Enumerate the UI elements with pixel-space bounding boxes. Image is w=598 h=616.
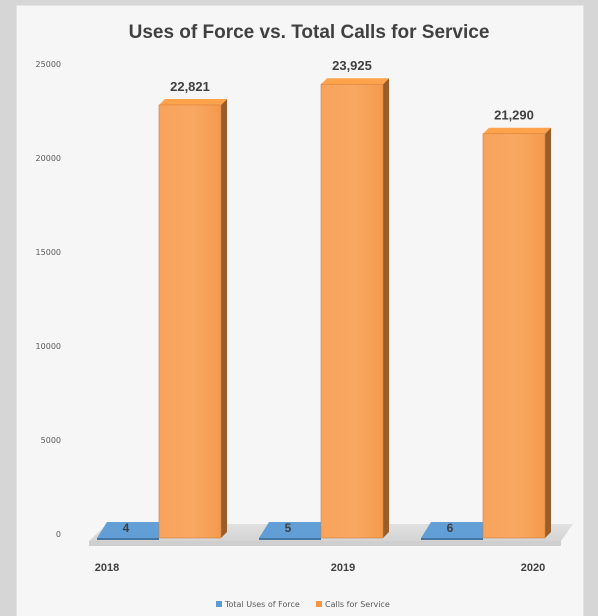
bar-total-uses-of-force <box>259 522 329 538</box>
y-tick-label: 15000 <box>36 248 61 257</box>
bar-calls-for-service-top <box>159 98 227 105</box>
x-category-label: 2019 <box>331 562 355 574</box>
chart-svg: Uses of Force vs. Total Calls for Servic… <box>36 22 573 609</box>
legend-swatch <box>216 601 222 607</box>
y-axis-ticks: 0 5000 10000 15000 20000 25000 <box>36 60 61 539</box>
bar-calls-for-service <box>482 133 546 539</box>
data-label-uses-of-force: 6 <box>447 521 454 535</box>
bar-calls-for-service-side <box>545 127 551 539</box>
data-label-uses-of-force: 5 <box>285 521 292 535</box>
chart-title: Uses of Force vs. Total Calls for Servic… <box>129 22 490 43</box>
bar-calls-for-service-top <box>483 127 551 134</box>
legend: Total Uses of Force Calls for Service <box>216 600 390 609</box>
bar-calls-for-service <box>320 83 384 539</box>
legend-swatch <box>316 601 322 607</box>
data-label-calls-for-service: 22,821 <box>170 79 210 94</box>
floor-edge <box>89 541 561 546</box>
bar-total-uses-of-force-edge <box>421 538 483 540</box>
bar-calls-for-service-side <box>383 78 389 539</box>
y-tick-label: 25000 <box>36 60 61 69</box>
data-label-calls-for-service: 23,925 <box>332 58 372 73</box>
y-tick-label: 5000 <box>41 436 61 445</box>
x-category-label: 2018 <box>95 562 119 574</box>
bar-total-uses-of-force <box>421 522 491 538</box>
y-tick-label: 0 <box>56 530 61 539</box>
bar-total-uses-of-force <box>97 522 167 538</box>
legend-label: Calls for Service <box>325 600 390 609</box>
x-category-label: 2020 <box>521 562 545 574</box>
bar-calls-for-service <box>158 104 222 539</box>
bar-total-uses-of-force-edge <box>259 538 321 540</box>
data-label-uses-of-force: 4 <box>123 521 130 535</box>
bar-calls-for-service-side <box>221 98 227 538</box>
bars <box>97 78 551 540</box>
chart-panel: Uses of Force vs. Total Calls for Servic… <box>17 6 583 616</box>
legend-label: Total Uses of Force <box>224 600 300 609</box>
y-tick-label: 20000 <box>36 154 61 163</box>
data-label-calls-for-service: 21,290 <box>494 108 534 123</box>
data-labels: 4 22,821 5 23,925 6 21,290 <box>123 58 534 535</box>
bar-total-uses-of-force-edge <box>97 538 159 540</box>
y-tick-label: 10000 <box>36 342 61 351</box>
x-axis-categories: 2018 2019 2020 <box>95 562 545 574</box>
bar-calls-for-service-top <box>321 78 389 85</box>
